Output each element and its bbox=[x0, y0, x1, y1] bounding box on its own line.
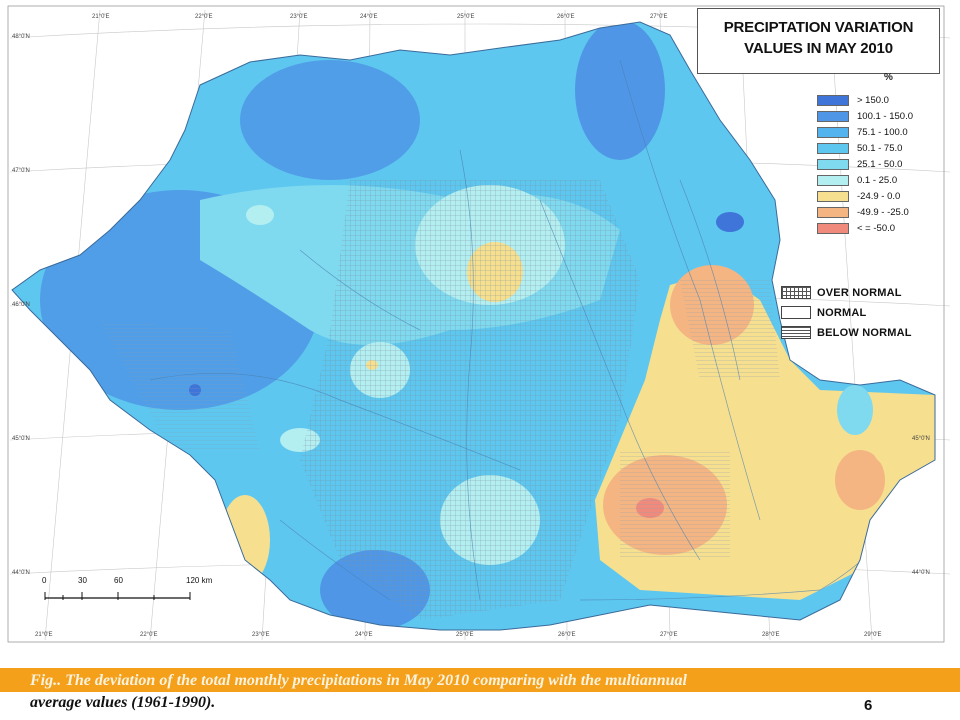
legend-swatch bbox=[817, 190, 849, 202]
lon-label-bottom: 28°0'E bbox=[762, 632, 780, 638]
legend-label: -49.9 - -25.0 bbox=[857, 206, 909, 218]
map-title-line2: VALUES IN MAY 2010 bbox=[744, 40, 893, 57]
legend-item: -24.9 - 0.0 bbox=[817, 190, 900, 202]
legend-item: 50.1 - 75.0 bbox=[817, 142, 902, 154]
legend-label: < = -50.0 bbox=[857, 222, 896, 234]
lat-label-left: 48°0'N bbox=[12, 34, 30, 40]
legend-unit: % bbox=[884, 72, 893, 83]
lon-label-bottom: 24°0'E bbox=[355, 632, 373, 638]
map-title-line1: PRECIPTATION VARIATION bbox=[723, 19, 914, 36]
legend-swatch bbox=[817, 142, 849, 154]
lon-label-top: 27°0'E bbox=[650, 14, 668, 20]
legend-swatch bbox=[817, 94, 849, 106]
lon-label-bottom: 26°0'E bbox=[558, 632, 576, 638]
pattern-legend-item: BELOW NORMAL bbox=[781, 326, 912, 339]
lat-label-left: 47°0'N bbox=[12, 168, 30, 174]
lon-label-top: 23°0'E bbox=[290, 14, 308, 20]
pattern-swatch-hlines bbox=[781, 326, 811, 339]
scale-bar-graphic bbox=[44, 592, 191, 600]
pattern-legend-item: NORMAL bbox=[781, 306, 866, 319]
caption-line2: average values (1961-1990). bbox=[30, 694, 216, 711]
lon-label-top: 24°0'E bbox=[360, 14, 378, 20]
lon-label-bottom: 27°0'E bbox=[660, 632, 678, 638]
pattern-swatch-grid bbox=[781, 286, 811, 299]
scale-tick-label: 120 km bbox=[186, 576, 213, 585]
lon-label-bottom: 22°0'E bbox=[140, 632, 158, 638]
pattern-swatch-none bbox=[781, 306, 811, 319]
legend-item: -49.9 - -25.0 bbox=[817, 206, 909, 218]
lon-label-bottom: 21°0'E bbox=[35, 632, 53, 638]
scale-bar: 0 30 60 120 km bbox=[40, 576, 230, 606]
legend-label: 50.1 - 75.0 bbox=[857, 142, 903, 154]
scale-tick-label: 0 bbox=[42, 576, 47, 585]
pattern-legend-label: OVER NORMAL bbox=[817, 286, 902, 299]
caption-band-line2 bbox=[0, 692, 960, 720]
legend-label: -24.9 - 0.0 bbox=[857, 190, 901, 202]
lon-label-bottom: 25°0'E bbox=[456, 632, 474, 638]
lon-label-bottom: 29°0'E bbox=[864, 632, 882, 638]
legend-item: 100.1 - 150.0 bbox=[817, 110, 913, 122]
pattern-legend-item: OVER NORMAL bbox=[781, 286, 902, 299]
legend-label: 25.1 - 50.0 bbox=[857, 158, 903, 170]
lon-label-top: 21°0'E bbox=[92, 14, 110, 20]
map-title-box: PRECIPTATION VARIATION VALUES IN MAY 201… bbox=[697, 8, 940, 74]
slide-number: 6 bbox=[864, 697, 873, 714]
scale-tick-label: 30 bbox=[78, 576, 87, 585]
legend-swatch bbox=[817, 158, 849, 170]
lat-label-left: 46°0'N bbox=[12, 302, 30, 308]
lat-label-right: 45°0'N bbox=[912, 436, 930, 442]
legend-swatch bbox=[817, 206, 849, 218]
legend-item: 25.1 - 50.0 bbox=[817, 158, 902, 170]
lon-label-top: 25°0'E bbox=[457, 14, 475, 20]
legend-item: > 150.0 bbox=[817, 94, 889, 106]
legend-swatch bbox=[817, 174, 849, 186]
legend-swatch bbox=[817, 222, 849, 234]
scale-tick-label: 60 bbox=[114, 576, 123, 585]
legend-label: 100.1 - 150.0 bbox=[857, 110, 913, 122]
lon-label-top: 26°0'E bbox=[557, 14, 575, 20]
map-frame: 21°0'E 22°0'E 23°0'E 24°0'E 25°0'E 26°0'… bbox=[7, 5, 951, 643]
legend-label: 0.1 - 25.0 bbox=[857, 174, 898, 186]
lat-label-right: 44°0'N bbox=[912, 570, 930, 576]
pattern-legend-label: BELOW NORMAL bbox=[817, 326, 912, 339]
lon-label-top: 22°0'E bbox=[195, 14, 213, 20]
legend-label: > 150.0 bbox=[857, 94, 889, 106]
legend-swatch bbox=[817, 126, 849, 138]
pattern-legend-label: NORMAL bbox=[817, 306, 867, 319]
legend-item: 75.1 - 100.0 bbox=[817, 126, 908, 138]
lat-label-left: 45°0'N bbox=[12, 436, 30, 442]
legend-swatch bbox=[817, 110, 849, 122]
legend-label: 75.1 - 100.0 bbox=[857, 126, 908, 138]
caption-line1: Fig.. The deviation of the total monthly… bbox=[30, 672, 687, 689]
lat-label-left: 44°0'N bbox=[12, 570, 30, 576]
legend-item: 0.1 - 25.0 bbox=[817, 174, 897, 186]
legend-item: < = -50.0 bbox=[817, 222, 895, 234]
lon-label-bottom: 23°0'E bbox=[252, 632, 270, 638]
